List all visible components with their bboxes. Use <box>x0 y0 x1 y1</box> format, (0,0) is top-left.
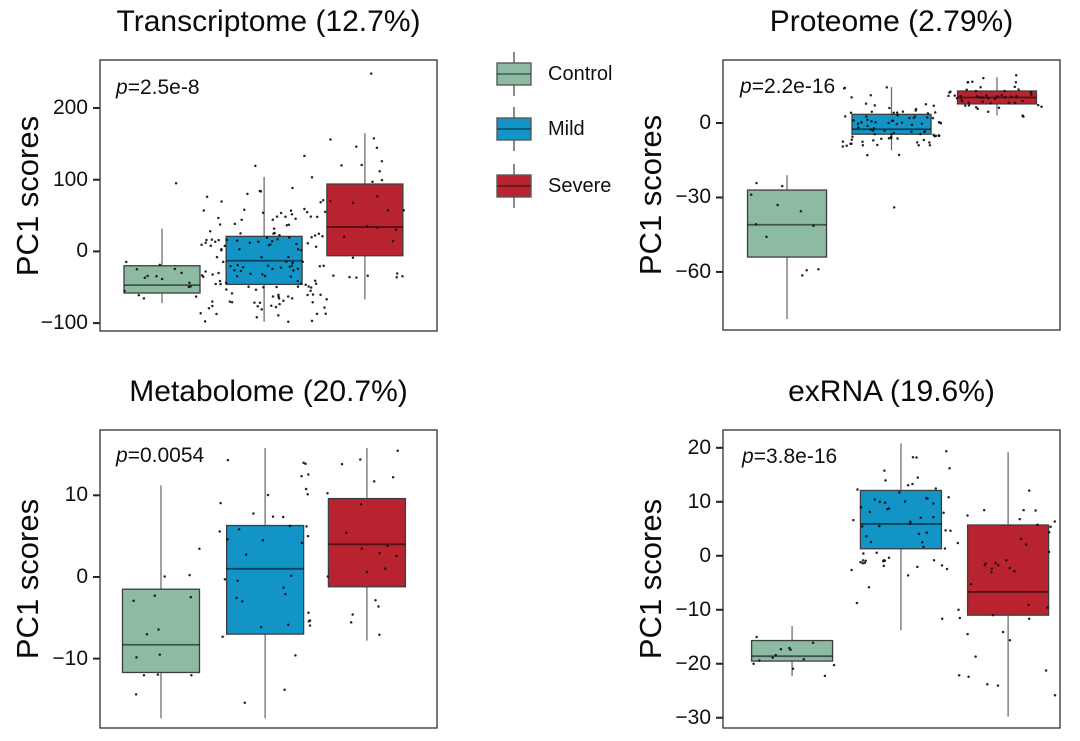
proteome-p-value: p=2.2e-16 <box>740 75 836 98</box>
transcriptome-box-severe <box>326 133 404 300</box>
transcriptome-points-control <box>123 182 198 300</box>
exrna-title: exRNA (19.6%) <box>788 375 995 408</box>
transcriptome-ytick: 100 <box>52 167 88 191</box>
legend-item-control: Control <box>494 52 612 96</box>
proteome-plot <box>716 59 1061 331</box>
metabolome-box-control <box>121 485 201 719</box>
transcriptome-ytick: −100 <box>40 311 88 335</box>
proteome-points-control <box>749 181 820 277</box>
exrna-points-severe <box>956 489 1057 697</box>
legend-label-mild: Mild <box>548 117 585 140</box>
legend-item-severe: Severe <box>494 164 611 208</box>
transcriptome-ytick: 0 <box>76 239 88 263</box>
transcriptome-title: Transcriptome (12.7%) <box>116 5 421 38</box>
transcriptome-plot <box>93 59 438 332</box>
metabolome-plot <box>93 429 438 729</box>
exrna-p-value: p=3.8e-16 <box>742 445 838 468</box>
transcriptome-p-value: p=2.5e-8 <box>116 76 200 99</box>
proteome-points-mild <box>841 86 943 209</box>
exrna-ytick: 10 <box>687 489 711 513</box>
exrna-ytick: −20 <box>675 651 711 675</box>
exrna-ytick: −10 <box>675 597 711 621</box>
metabolome-box-mild <box>225 447 305 719</box>
exrna-ytick: 0 <box>699 543 711 567</box>
proteome-box-mild <box>851 87 932 151</box>
metabolome-points-control <box>132 547 201 696</box>
transcriptome-box-mild <box>225 176 303 322</box>
exrna-box-control <box>750 625 834 677</box>
exrna-ytick: −30 <box>675 705 711 729</box>
exrna-box-mild <box>859 443 943 631</box>
proteome-box-control <box>746 175 828 320</box>
proteome-ytick: −60 <box>675 259 711 283</box>
proteome-title: Proteome (2.79%) <box>769 5 1014 38</box>
boxplot-glyph-icon <box>496 52 532 96</box>
exrna-y-axis-label: PC1 scores <box>631 430 671 728</box>
metabolome-ytick: −10 <box>52 646 88 670</box>
exrna-points-control <box>752 635 836 678</box>
metabolome-ytick: 0 <box>76 564 88 588</box>
exrna-points-mild <box>850 449 952 620</box>
metabolome-points-mild <box>218 458 312 704</box>
proteome-points-severe <box>947 74 1043 118</box>
exrna-plot <box>716 429 1061 729</box>
metabolome-p-value: p=0.0054 <box>116 444 205 467</box>
metabolome-title: Metabolome (20.7%) <box>129 375 408 408</box>
exrna-box-severe <box>966 452 1050 717</box>
legend-label-severe: Severe <box>548 174 612 197</box>
boxplot-glyph-icon <box>496 107 532 151</box>
legend-item-mild: Mild <box>494 107 585 151</box>
legend-label-control: Control <box>548 62 613 85</box>
transcriptome-box-control <box>123 228 201 304</box>
transcriptome-ytick: 200 <box>52 96 88 120</box>
transcriptome-points-severe <box>317 72 406 279</box>
metabolome-points-severe <box>326 449 399 637</box>
proteome-ytick: −30 <box>675 185 711 209</box>
metabolome-ytick: 10 <box>64 483 88 507</box>
boxplot-glyph-icon <box>496 164 532 208</box>
transcriptome-points-mild <box>199 154 328 323</box>
exrna-ytick: 20 <box>687 435 711 459</box>
proteome-ytick: 0 <box>699 111 711 135</box>
y-axis-label-text: PC1 scores <box>633 498 669 660</box>
